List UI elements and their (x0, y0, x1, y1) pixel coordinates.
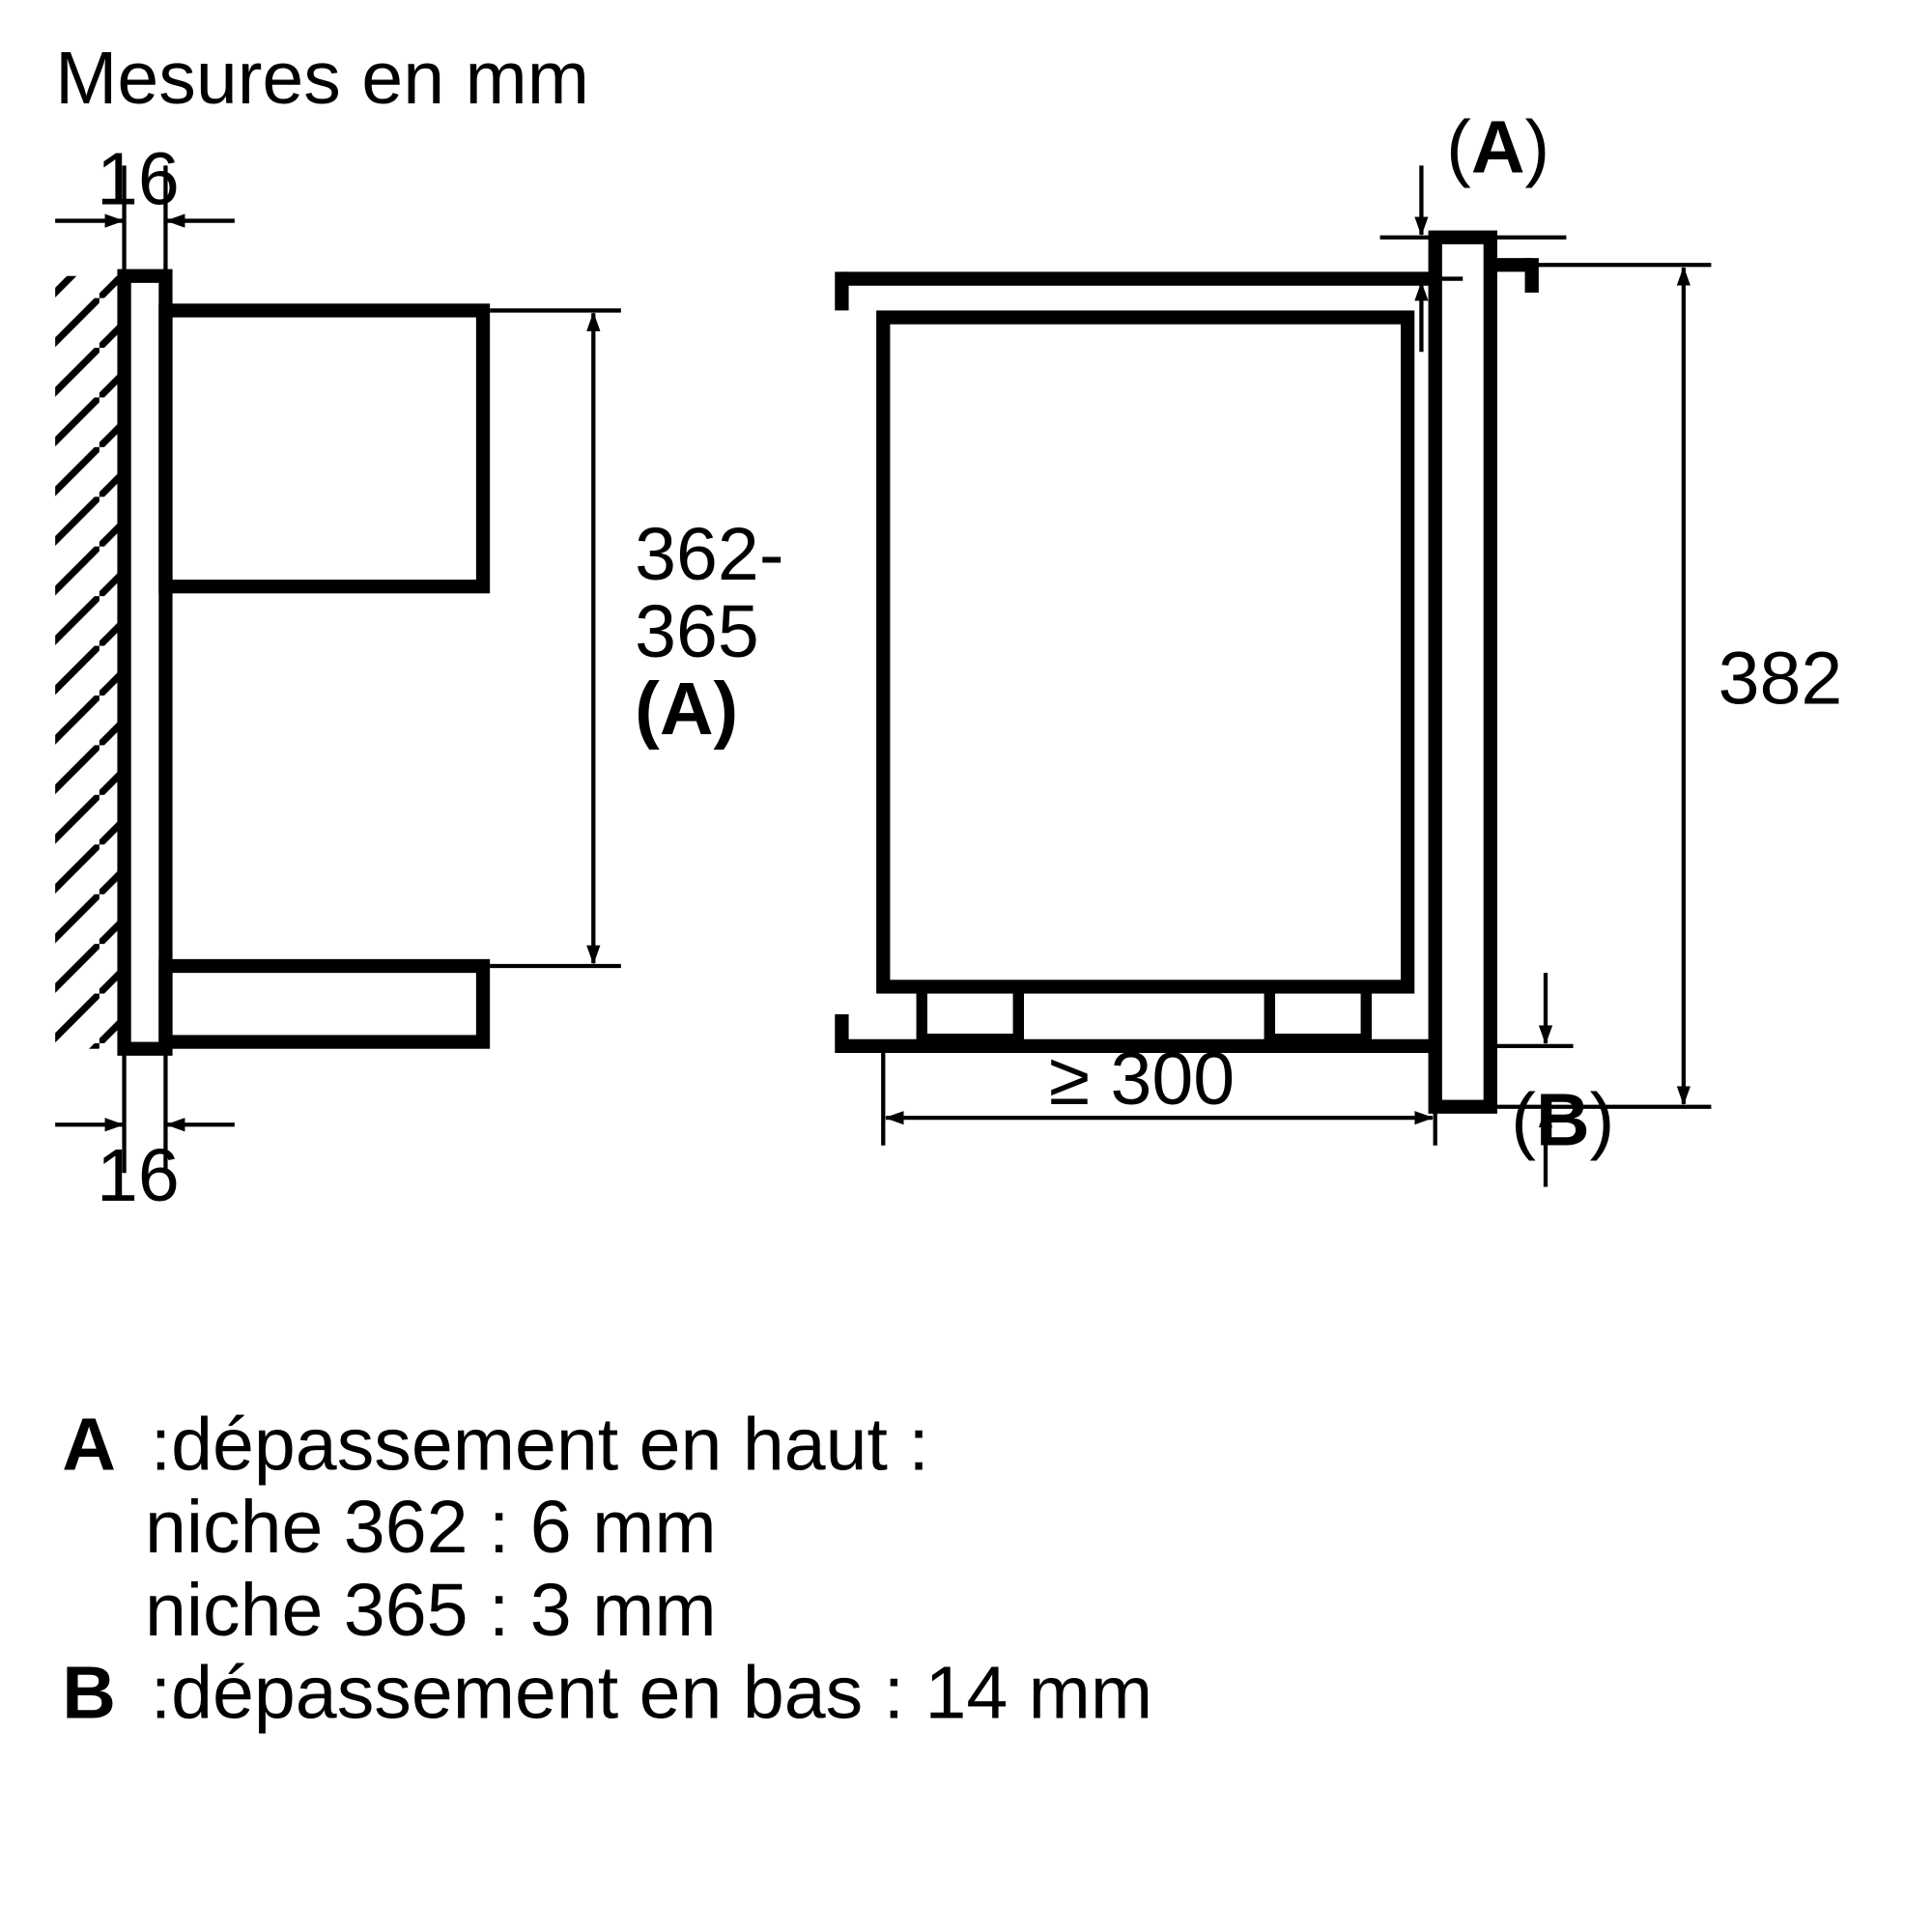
right-section: ≥ 300 (A) 382 (B) (841, 106, 1842, 1187)
legend-A-line2: niche 362 : 6 mm (145, 1486, 717, 1569)
dim-ref-A: (A) (635, 668, 738, 751)
technical-drawing: Mesures en mm 16 16 362- 365 (A) ≥ 300 (0, 0, 1932, 1932)
svg-text:A :dépassement en haut :: A :dépassement en haut : (62, 1403, 929, 1486)
svg-text:362- 365 (A): 362- 365 (A) (635, 513, 805, 751)
dim-16-top: 16 (97, 137, 180, 220)
svg-text:B :dépassement en bas : 14: B :dépassement en bas : 14 mm (62, 1652, 1152, 1735)
legend-A-line3: niche 365 : 3 mm (145, 1569, 717, 1652)
dim-16-bottom: 16 (97, 1134, 180, 1217)
title: Mesures en mm (55, 37, 589, 120)
niche-height-dim: 362- 365 (A) (490, 310, 805, 966)
legend-A-text: :dépassement en haut : (151, 1403, 929, 1486)
legend-B-label: B (62, 1652, 116, 1735)
legend: A :dépassement en haut : niche 362 : 6 m… (62, 1403, 1152, 1734)
dim-depth: ≥ 300 (1049, 1037, 1235, 1121)
left-section: 16 16 (55, 137, 483, 1216)
legend-B-text: :dépassement en bas : 14 mm (151, 1652, 1152, 1735)
ref-B: (B) (1511, 1079, 1614, 1162)
dim-362: 362- (635, 513, 783, 596)
ref-A-top: (A) (1446, 106, 1549, 189)
dim-382: 382 (1719, 638, 1843, 721)
legend-A-label: A (62, 1403, 116, 1486)
